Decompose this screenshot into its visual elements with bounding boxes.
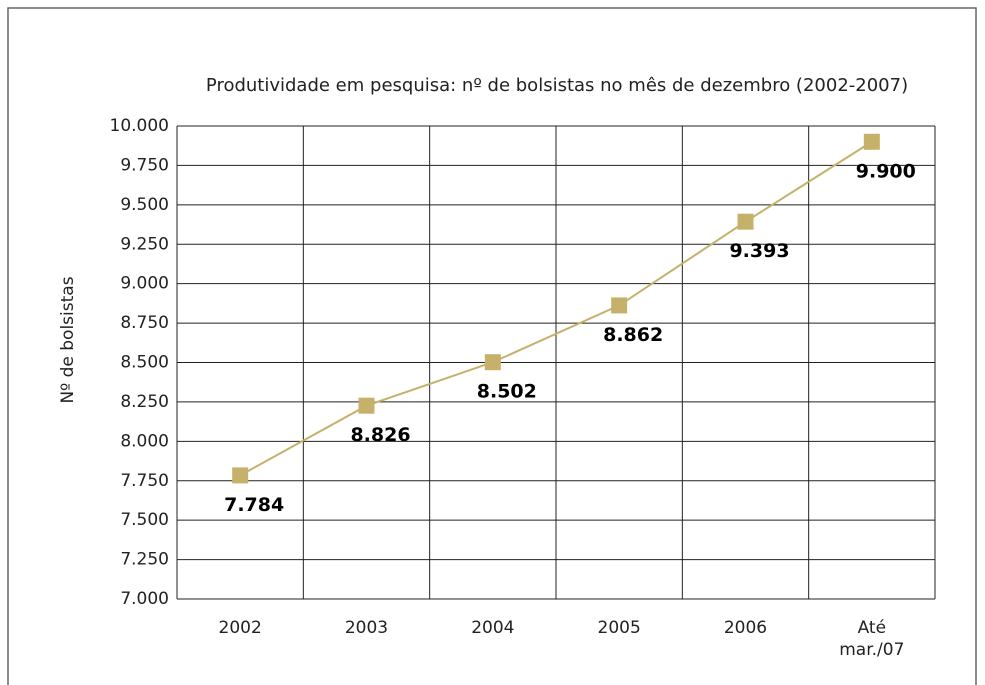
marker — [358, 397, 375, 414]
y-axis-label: Nº de bolsistas — [58, 276, 78, 403]
y-tick-label: 9.000 — [120, 274, 169, 294]
y-tick-label: 8.250 — [120, 392, 169, 412]
marker — [863, 133, 880, 150]
marker — [232, 467, 249, 484]
x-tick-label: 2003 — [344, 618, 389, 638]
y-tick-label: 8.000 — [120, 431, 169, 451]
chart-title: Produtividade em pesquisa: nº de bolsist… — [206, 75, 908, 96]
data-label: 8.826 — [350, 424, 410, 446]
data-label: 9.393 — [729, 240, 789, 262]
x-tick-label: Até mar./07 — [839, 618, 905, 660]
y-tick-label: 7.000 — [120, 589, 169, 609]
y-tick-label: 9.500 — [120, 195, 169, 215]
y-tick-label: 10.000 — [110, 116, 169, 136]
line — [239, 140, 873, 477]
data-label: 9.900 — [856, 160, 916, 182]
y-tick-label: 8.750 — [120, 313, 169, 333]
data-label: 8.502 — [477, 381, 537, 403]
marker — [484, 354, 501, 371]
marker — [737, 213, 754, 230]
y-tick-label: 9.750 — [120, 155, 169, 175]
frame — [7, 7, 977, 685]
y-tick-label: 9.250 — [120, 234, 169, 254]
x-tick-label: 2006 — [723, 618, 768, 638]
y-tick-label: 8.500 — [120, 353, 169, 373]
y-tick-label: 7.500 — [120, 510, 169, 530]
x-tick-label: 2002 — [218, 618, 262, 638]
data-label: 7.784 — [224, 494, 284, 516]
x-tick-label: 2004 — [471, 618, 515, 638]
y-tick-label: 7.750 — [120, 471, 169, 491]
x-tick-label: 2005 — [597, 618, 641, 638]
marker — [611, 297, 628, 314]
y-tick-label: 7.250 — [120, 550, 169, 570]
data-label: 8.862 — [603, 324, 663, 346]
